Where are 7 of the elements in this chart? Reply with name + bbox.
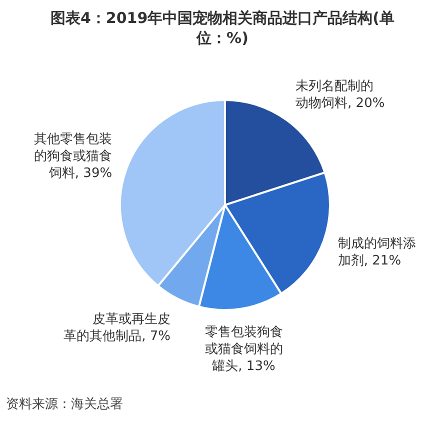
slice-label: 其他零售包装的狗食或猫食饲料, 39% [34, 132, 112, 182]
slice-label: 未列名配制的动物饲料, 20% [296, 79, 385, 112]
chart-title: 图表4：2019年中国宠物相关商品进口产品结构(单位：%) [49, 8, 396, 48]
slice-label: 皮革或再生皮革的其他制品, 7% [64, 312, 171, 344]
slice-label: 制成的饲料添加剂, 21% [338, 236, 416, 268]
text: 资料来源：海关总署 [6, 396, 123, 413]
slice-label: 零售包装狗食或猫食饲料的罐头, 13% [204, 325, 283, 374]
